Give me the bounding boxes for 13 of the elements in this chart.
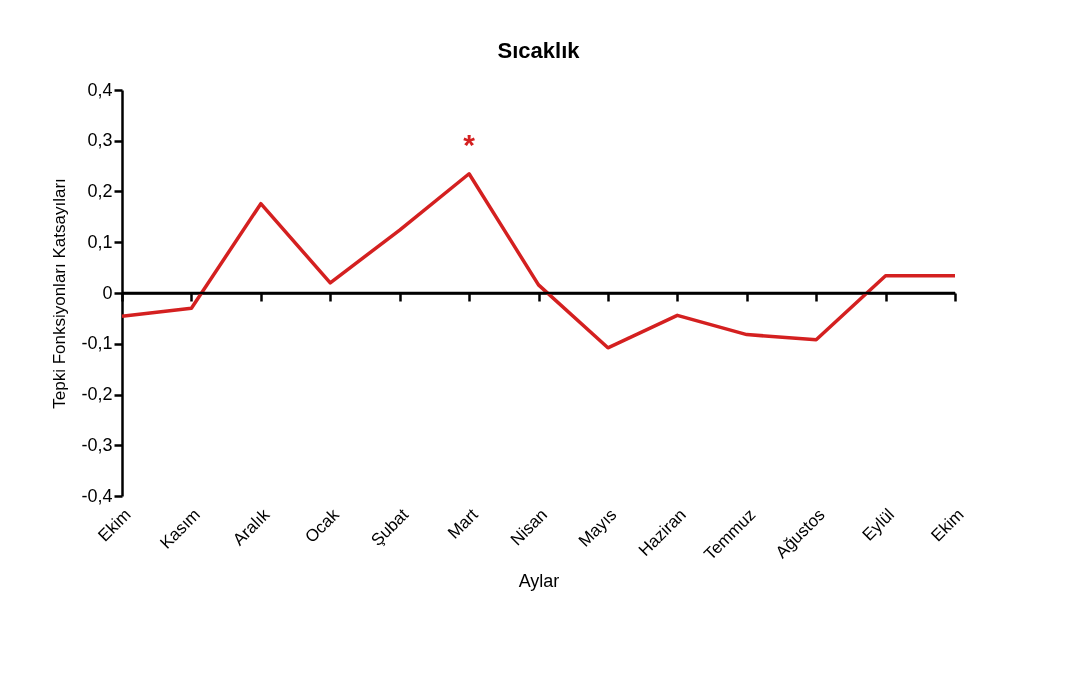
y-tick-label: 0,3 <box>87 130 113 151</box>
x-axis-title: Aylar <box>518 571 560 592</box>
y-tick-label: 0,2 <box>87 181 113 201</box>
y-tick-label: -0,3 <box>81 434 113 455</box>
chart-title: Sıcaklık <box>497 38 581 63</box>
y-tick-label: 0,1 <box>87 231 113 252</box>
y-axis-title: Tepki Fonksiyonları Katsayıları <box>50 178 70 409</box>
y-tick-label: -0,4 <box>81 485 113 506</box>
annotation: * <box>463 127 476 161</box>
y-tick-label: -0,2 <box>81 384 113 404</box>
y-tick-label: -0,1 <box>81 333 113 354</box>
y-tick-label: 0 <box>102 282 113 303</box>
y-tick-label: 0,4 <box>87 79 113 100</box>
